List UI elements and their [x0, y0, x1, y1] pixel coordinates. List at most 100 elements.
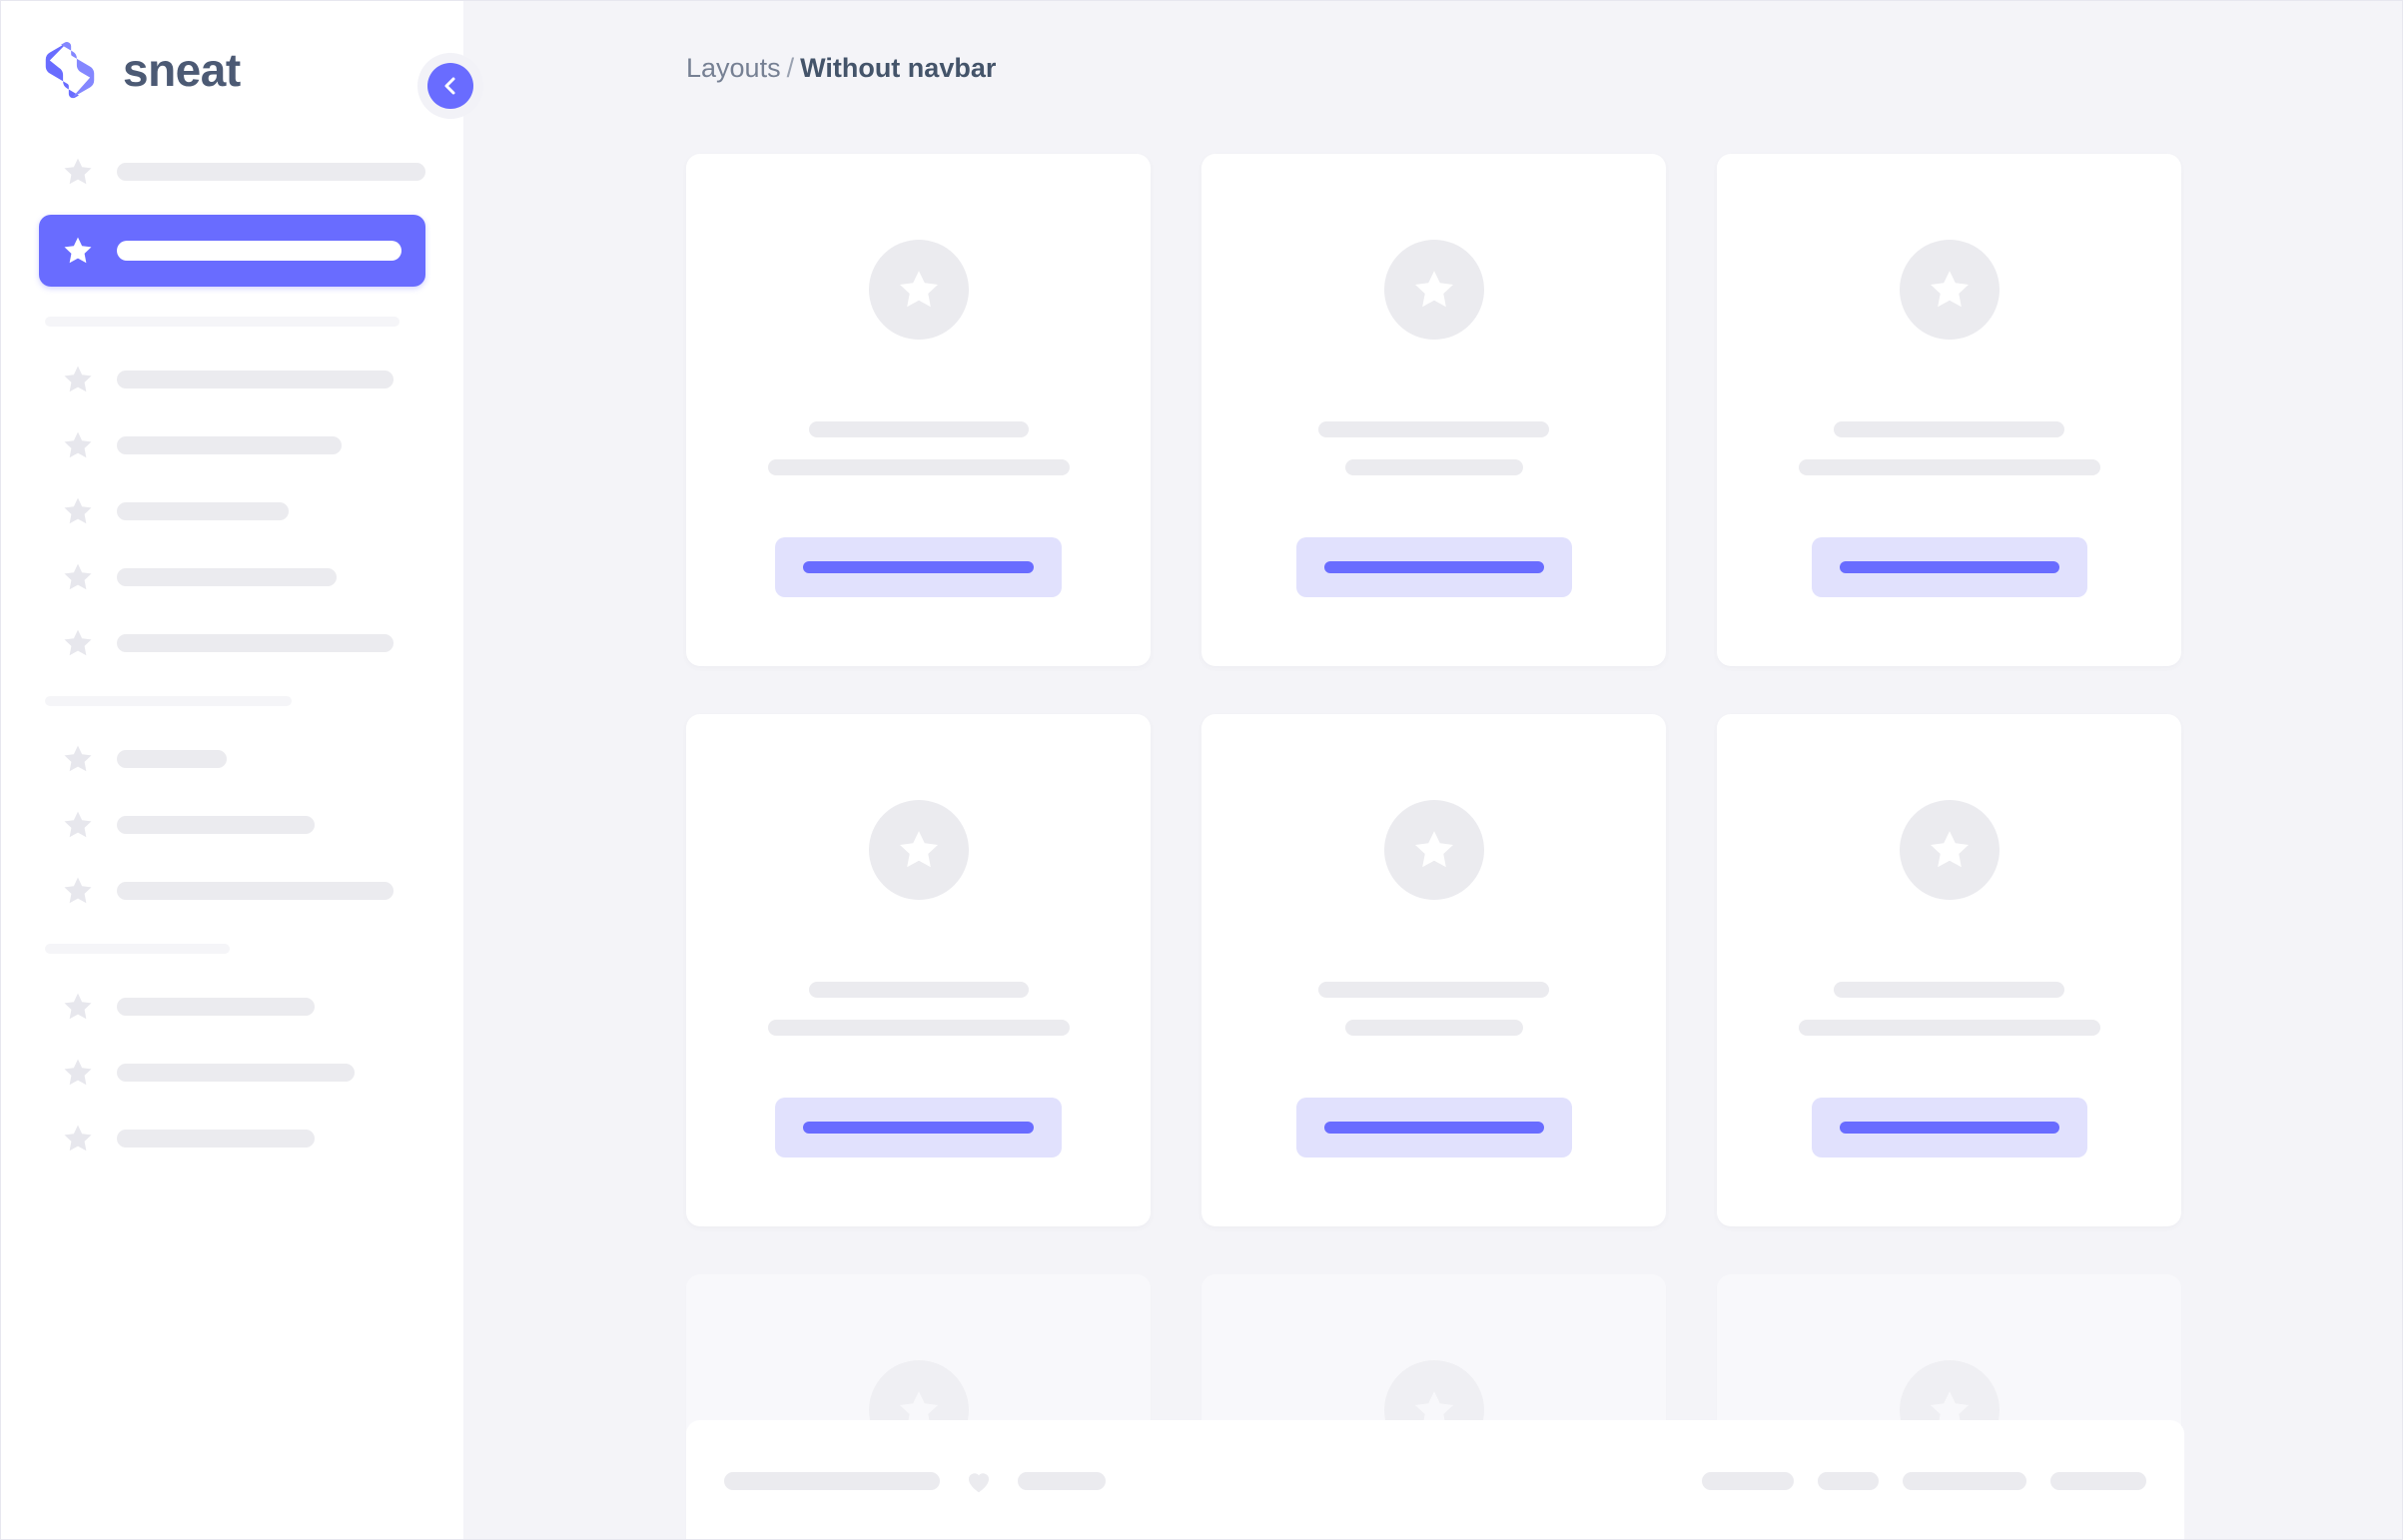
card-action-button[interactable]	[775, 1098, 1062, 1157]
star-icon	[1414, 1391, 1453, 1428]
sidebar-item[interactable]	[39, 357, 425, 402]
footer-text-placeholder	[1018, 1471, 1106, 1490]
star-icon	[61, 363, 95, 396]
sidebar-item[interactable]	[39, 984, 425, 1030]
sidebar-item[interactable]	[39, 620, 425, 666]
sidebar-item-label-placeholder	[117, 371, 394, 388]
sidebar-item-active[interactable]	[39, 215, 425, 287]
sidebar-item-label-placeholder	[117, 634, 394, 652]
content-card[interactable]	[1202, 154, 1666, 666]
brand-name: sneat	[123, 44, 241, 96]
card-title-placeholder	[1834, 421, 2064, 437]
content-card[interactable]	[1202, 714, 1666, 1226]
card-avatar	[868, 240, 969, 340]
star-icon	[1414, 831, 1453, 868]
card-action-button[interactable]	[1295, 537, 1572, 597]
star-icon	[899, 831, 938, 868]
content-card[interactable]	[686, 714, 1151, 1226]
card-subtitle-placeholder	[1344, 459, 1523, 475]
brand[interactable]: sneat	[39, 39, 241, 101]
card-avatar	[1383, 800, 1484, 900]
star-icon	[61, 1122, 95, 1155]
card-avatar	[1899, 240, 2000, 340]
footer-text-placeholder	[1818, 1471, 1879, 1490]
card-subtitle-placeholder	[1798, 1020, 2100, 1036]
breadcrumb-current: Without navbar	[800, 53, 997, 83]
breadcrumb-separator: /	[786, 53, 795, 83]
sidebar: sneat	[1, 1, 483, 1539]
card-title-placeholder	[1318, 421, 1549, 437]
sidebar-spacer	[1, 402, 463, 422]
content-card[interactable]	[1717, 714, 2181, 1226]
star-icon	[1930, 1391, 1969, 1428]
star-icon	[61, 874, 95, 908]
sidebar-item[interactable]	[39, 802, 425, 848]
card-subtitle-placeholder	[1344, 1020, 1523, 1036]
star-icon	[1414, 271, 1453, 308]
chevron-left-icon	[438, 74, 462, 98]
breadcrumb: Layouts / Without navbar	[686, 53, 996, 84]
sidebar-item[interactable]	[39, 1050, 425, 1096]
star-icon	[61, 234, 95, 268]
card-action-button[interactable]	[775, 537, 1062, 597]
card-action-button[interactable]	[1811, 1098, 2087, 1157]
content-card[interactable]	[1717, 154, 2181, 666]
footer-text-placeholder	[1702, 1471, 1794, 1490]
sidebar-item-label-placeholder	[117, 1064, 355, 1082]
card-action-label-placeholder	[1323, 1122, 1544, 1134]
card-action-button[interactable]	[1295, 1098, 1572, 1157]
star-icon	[61, 494, 95, 528]
footer-right-group	[1702, 1471, 2146, 1490]
sidebar-item-label-placeholder	[117, 816, 315, 834]
card-avatar	[1383, 240, 1484, 340]
star-icon	[61, 155, 95, 189]
card-subtitle-placeholder	[1798, 459, 2100, 475]
footer-left-group	[724, 1466, 1106, 1496]
sidebar-item-label-placeholder	[117, 436, 342, 454]
content-card[interactable]	[686, 154, 1151, 666]
sidebar-item[interactable]	[39, 1116, 425, 1161]
breadcrumb-parent[interactable]: Layouts	[686, 53, 781, 83]
star-icon	[61, 560, 95, 594]
footer-text-placeholder	[2050, 1471, 2146, 1490]
star-icon	[61, 626, 95, 660]
sidebar-item[interactable]	[39, 149, 425, 195]
heart-icon	[964, 1466, 994, 1496]
card-action-label-placeholder	[803, 1122, 1034, 1134]
card-action-label-placeholder	[803, 561, 1034, 573]
card-title-placeholder	[808, 421, 1029, 437]
sidebar-item-label-placeholder	[117, 568, 337, 586]
star-icon	[61, 742, 95, 776]
sidebar-divider	[45, 944, 230, 954]
star-icon	[61, 428, 95, 462]
card-action-label-placeholder	[1323, 561, 1544, 573]
sidebar-item-label-placeholder	[117, 882, 394, 900]
sidebar-item-label-placeholder	[117, 1130, 315, 1148]
sidebar-item-label-placeholder	[117, 241, 401, 261]
star-icon	[1930, 831, 1969, 868]
sidebar-divider	[45, 317, 400, 327]
card-subtitle-placeholder	[767, 459, 1070, 475]
sidebar-item[interactable]	[39, 868, 425, 914]
sidebar-spacer	[1, 600, 463, 620]
card-action-label-placeholder	[1839, 561, 2059, 573]
card-action-button[interactable]	[1811, 537, 2087, 597]
sidebar-item[interactable]	[39, 554, 425, 600]
sidebar-item-label-placeholder	[117, 998, 315, 1016]
star-icon	[61, 808, 95, 842]
card-action-label-placeholder	[1839, 1122, 2059, 1134]
sidebar-spacer	[1, 534, 463, 554]
card-subtitle-placeholder	[767, 1020, 1070, 1036]
sidebar-divider	[45, 696, 292, 706]
footer-bar	[686, 1420, 2184, 1539]
sidebar-spacer	[1, 1030, 463, 1050]
star-icon	[1930, 271, 1969, 308]
sidebar-item[interactable]	[39, 422, 425, 468]
sidebar-spacer	[1, 782, 463, 802]
sidebar-item[interactable]	[39, 488, 425, 534]
sidebar-collapse-button[interactable]	[427, 63, 473, 109]
sidebar-item[interactable]	[39, 736, 425, 782]
card-avatar	[1899, 800, 2000, 900]
sidebar-nav	[1, 149, 463, 1161]
